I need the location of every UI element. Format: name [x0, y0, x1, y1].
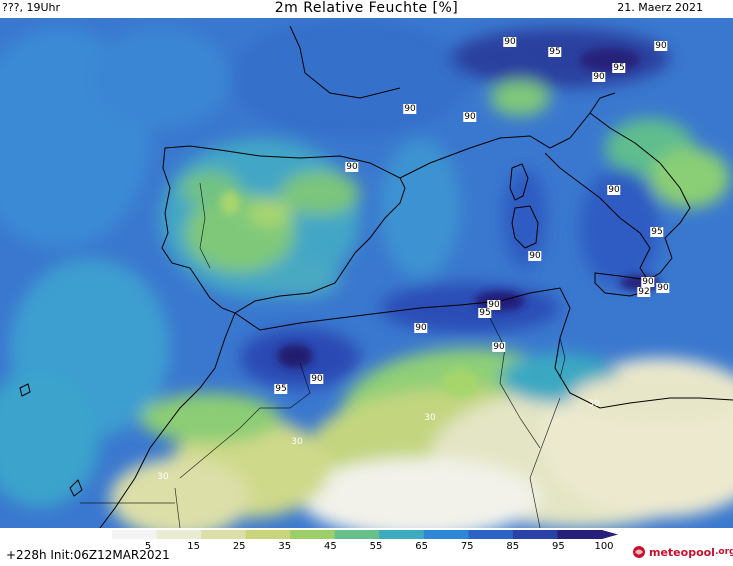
contour-label: 90 — [463, 112, 477, 122]
contour-label: 90 — [656, 283, 670, 293]
color-scale-tick: 5 — [144, 541, 152, 552]
color-scale-tick: 55 — [369, 541, 383, 552]
humidity-map: 90 95 90 95 90 90 90 90 90 95 90 90 90 92 90 95 90 90 90 95… — [0, 18, 733, 528]
color-scale-swatch — [245, 530, 291, 539]
contour-label: 95 — [274, 384, 288, 394]
contour-label: 30 — [424, 413, 436, 423]
color-scale-swatch — [290, 530, 336, 539]
color-scale-tick: 25 — [232, 541, 246, 552]
meteopool-logo[interactable]: meteopool .org — [632, 545, 733, 559]
init-time-label: +228h Init:06Z12MAR2021 — [6, 548, 170, 562]
footer-bar: 5 15 25 35 45 55 65 75 85 95 100 +228h Init:06Z12M… — [0, 528, 733, 566]
color-scale-tick: 35 — [278, 541, 292, 552]
color-scale-tick: 45 — [324, 541, 337, 552]
contour-label: 95 — [650, 227, 664, 237]
contour-label: 90 — [503, 37, 517, 47]
contour-label: 95 — [612, 63, 626, 73]
header-bar: ???, 19Uhr 2m Relative Feuchte [%] 21. M… — [0, 0, 733, 18]
contour-label: 90 — [310, 374, 324, 384]
color-scale-swatch — [201, 530, 247, 539]
color-scale-swatch — [468, 530, 514, 539]
color-scale-swatch — [379, 530, 425, 539]
logo-globe-icon — [633, 546, 645, 558]
color-scale-arrow — [602, 530, 618, 539]
forecast-time-label: ???, 19Uhr — [2, 1, 61, 14]
contour-label: 90 — [492, 342, 506, 352]
color-scale-tick: 15 — [187, 541, 200, 552]
contour-label: 95 — [478, 308, 492, 318]
color-scale-tick: 75 — [460, 541, 474, 552]
contour-label: 90 — [607, 185, 621, 195]
contour-label: 90 — [592, 72, 606, 82]
contour-label: 90 — [403, 104, 417, 114]
color-scale-tick: 85 — [506, 541, 520, 552]
color-scale-swatch — [112, 530, 158, 539]
contour-label: 92 — [637, 287, 651, 297]
contour-label: 90 — [654, 41, 668, 51]
contour-label: 90 — [528, 251, 542, 261]
humidity-color-scale — [112, 530, 618, 539]
color-scale-swatch — [334, 530, 380, 539]
contour-label: 30 — [291, 437, 303, 447]
color-scale-swatch — [156, 530, 202, 539]
contour-label: 30 — [588, 399, 600, 409]
color-scale-swatch — [423, 530, 469, 539]
contour-label: 30 — [157, 472, 169, 482]
color-scale-swatch — [557, 530, 603, 539]
color-scale-tick: 95 — [552, 541, 565, 552]
contour-label: 90 — [641, 277, 655, 287]
contour-label: 95 — [548, 47, 562, 57]
map-title: 2m Relative Feuchte [%] — [274, 0, 459, 16]
logo-brand: meteopool — [649, 545, 715, 559]
color-scale-swatch — [512, 530, 558, 539]
map-canvas — [0, 18, 733, 528]
color-scale-tick: 65 — [415, 541, 428, 552]
contour-label: 90 — [487, 300, 501, 310]
logo-suffix: .org — [714, 547, 733, 557]
forecast-date: 21. Maerz 2021 — [617, 1, 703, 14]
color-scale-tick: 100 — [594, 541, 614, 552]
contour-label: 90 — [414, 323, 428, 333]
contour-label: 90 — [345, 162, 359, 172]
